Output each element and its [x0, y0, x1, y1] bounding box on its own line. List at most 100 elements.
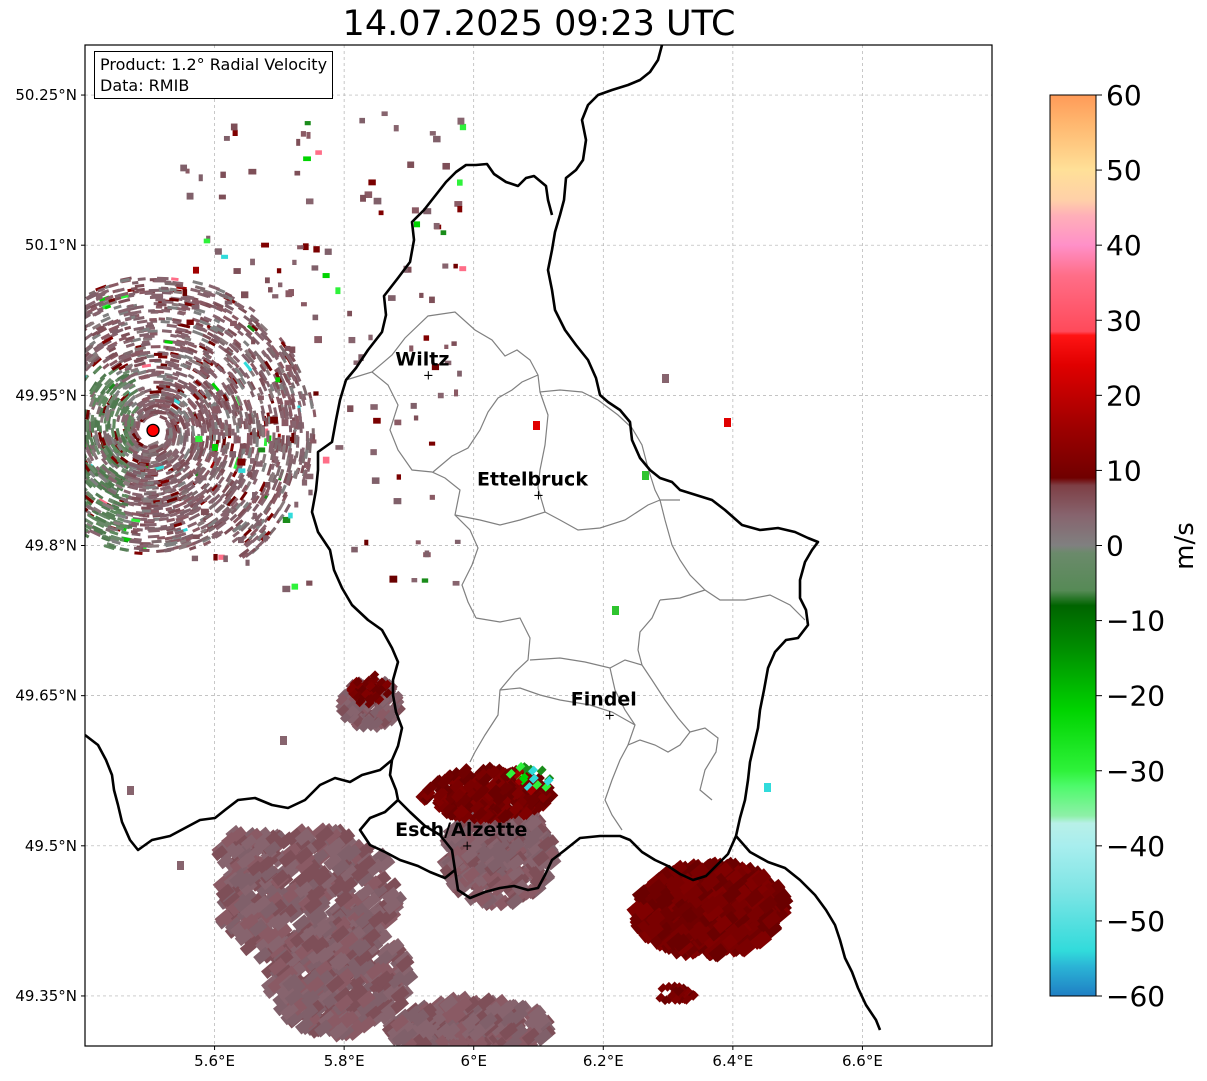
echo-cell — [177, 494, 187, 501]
echo-cell — [77, 346, 85, 354]
echo-cell — [254, 512, 263, 523]
echo-cell — [218, 339, 226, 347]
echo-cell — [284, 345, 291, 351]
echo-cell — [120, 354, 131, 362]
echo-cell — [169, 358, 180, 364]
echo-cell — [85, 372, 86, 381]
echo-cell — [77, 377, 85, 387]
echo-cell — [224, 300, 233, 305]
echo-radar-disk — [0, 276, 317, 559]
echo-cell — [32, 346, 41, 357]
echo-cell — [272, 450, 277, 461]
echo-cell — [107, 512, 116, 518]
echo-cell — [54, 505, 64, 515]
echo-cell — [133, 546, 142, 551]
echo-cell — [49, 457, 55, 466]
echo-cell — [77, 371, 84, 379]
echo-cell — [193, 310, 202, 316]
echo-cell — [250, 362, 258, 371]
echo-cell — [124, 366, 132, 372]
echo-cell — [187, 521, 198, 529]
echo-cell — [151, 539, 162, 544]
echo-cell — [172, 450, 180, 458]
echo-cell — [170, 478, 179, 485]
echo-cell — [370, 404, 378, 410]
echo-cell — [101, 339, 112, 348]
echo-cell — [213, 553, 218, 561]
echo-cell — [193, 355, 202, 363]
echo-cell — [74, 493, 83, 502]
echo-cell — [195, 359, 205, 367]
echo-cell — [128, 378, 137, 385]
echo-cell — [159, 414, 168, 421]
echo-cell — [195, 435, 203, 443]
echo-cell — [71, 374, 78, 382]
echo-cell — [347, 405, 354, 413]
echo-cell — [195, 322, 204, 328]
echo-cell — [233, 432, 237, 444]
echo-cell — [0, 456, 2, 463]
echo-cell — [243, 539, 251, 547]
echo-cell — [89, 354, 100, 364]
echo-cell — [200, 508, 209, 516]
echo-cell — [231, 409, 237, 419]
echo-cell — [45, 439, 50, 450]
echo-cell — [276, 268, 282, 274]
echo-cell — [50, 494, 58, 503]
echo-cell — [191, 555, 199, 562]
echo-cell — [415, 540, 421, 545]
echo-cell — [71, 339, 78, 345]
echo-cell — [29, 415, 32, 422]
echo-cell — [47, 318, 54, 325]
echo-cell — [109, 399, 117, 410]
echo-cell — [212, 434, 217, 442]
echo-cell — [264, 277, 270, 284]
echo-cell — [63, 370, 69, 377]
echo-cell — [149, 389, 162, 394]
echo-cell — [89, 443, 95, 451]
echo-cell — [238, 468, 246, 473]
echo-cell — [136, 329, 145, 334]
echo-cell — [0, 377, 2, 387]
echo-cell — [182, 289, 188, 296]
echo-cell — [69, 351, 76, 358]
echo-cell — [100, 316, 111, 324]
echo-cell — [249, 381, 257, 391]
echo-cell — [161, 309, 171, 313]
echo-cell — [59, 417, 62, 424]
echo-cell — [221, 254, 229, 259]
echo-cell — [219, 399, 228, 411]
echo-cell — [130, 401, 138, 408]
echo-cell — [86, 478, 97, 489]
echo-cell — [133, 357, 143, 363]
echo-cell — [156, 549, 166, 554]
echo-cell — [111, 504, 120, 510]
echo-cell — [117, 307, 131, 314]
echo-cell — [247, 471, 253, 478]
echo-cell — [80, 433, 84, 442]
echo-cell — [48, 323, 55, 329]
echo-cell — [271, 474, 278, 484]
echo-cell — [220, 429, 224, 436]
echo-cell — [89, 437, 95, 446]
echo-cell — [61, 338, 69, 346]
echo-cell — [160, 286, 169, 291]
echo-cell — [86, 457, 93, 465]
echo-cell — [66, 334, 76, 344]
echo-cell — [63, 437, 67, 444]
echo-cell — [174, 532, 187, 539]
echo-cell — [185, 360, 193, 367]
echo-cell — [236, 436, 241, 444]
echo-cell — [211, 393, 219, 403]
echo-cell — [123, 489, 131, 495]
echo-cell — [249, 435, 253, 446]
echo-cell — [6, 412, 10, 420]
echo-cell — [125, 342, 135, 349]
echo-cell — [88, 290, 96, 296]
echo-cell — [243, 501, 253, 512]
echo-cell — [268, 393, 274, 402]
echo-cell — [72, 444, 77, 452]
echo-cell — [294, 170, 301, 176]
echo-cell — [312, 409, 317, 418]
